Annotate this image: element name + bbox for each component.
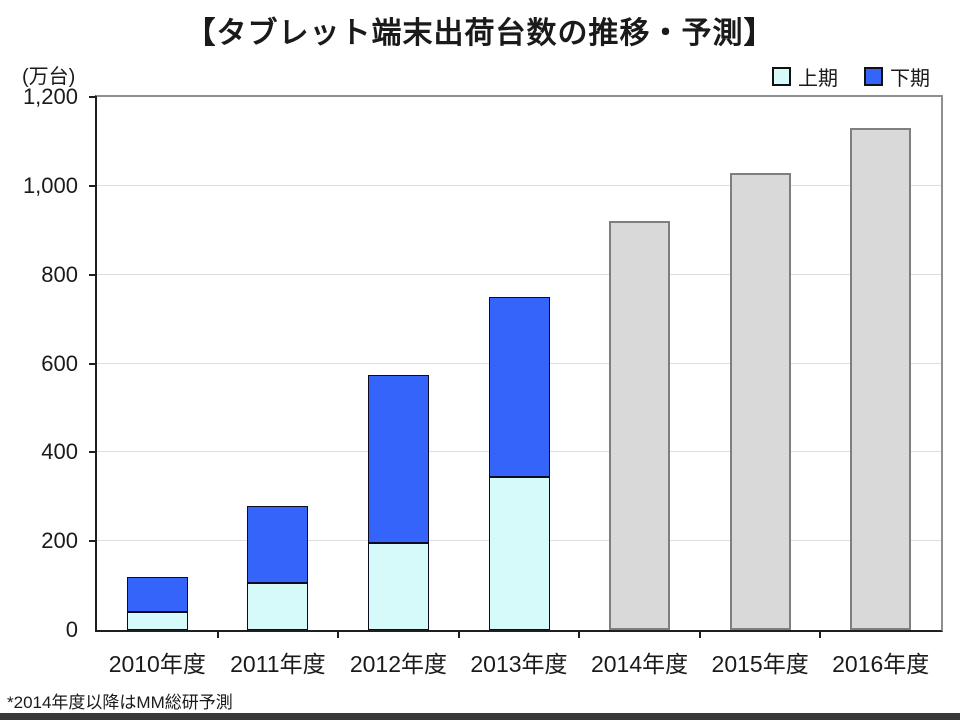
x-tick-label-2011年度: 2011年度 xyxy=(230,651,326,677)
forecast-bar-2015年度 xyxy=(729,172,791,630)
bar-segment-上期-2012年度 xyxy=(367,543,429,630)
y-axis-unit-label: (万台) xyxy=(22,66,76,88)
y-gridline-800 xyxy=(97,273,941,275)
bar-segment-下期-2010年度 xyxy=(126,576,188,613)
y-tick-label-1,000: 1,000 xyxy=(22,172,78,198)
bar-segment-下期-2011年度 xyxy=(247,505,309,584)
first-half-swatch-icon xyxy=(772,67,791,86)
x-tick-label-2016年度: 2016年度 xyxy=(832,651,930,677)
second-half-swatch-icon xyxy=(864,67,883,86)
legend-label-second-half: 下期 xyxy=(890,68,930,90)
x-tick-label-2014年度: 2014年度 xyxy=(590,651,689,677)
y-tick-label-600: 600 xyxy=(41,350,78,376)
bar-segment-上期-2013年度 xyxy=(488,476,550,630)
y-tick-label-0: 0 xyxy=(65,617,78,642)
forecast-bar-2014年度 xyxy=(609,221,671,630)
y-gridline-1000 xyxy=(97,184,941,186)
chart-legend: 上期 下期 xyxy=(772,62,930,91)
x-tick-label-2015年度: 2015年度 xyxy=(711,651,809,677)
y-tick-label-400: 400 xyxy=(41,439,78,465)
x-tick-label-2012年度: 2012年度 xyxy=(349,651,447,677)
bottom-border-bar xyxy=(0,713,960,720)
legend-item-second-half: 下期 xyxy=(864,62,930,91)
forecast-footnote: *2014年度以降はMM総研予測 xyxy=(7,693,233,712)
bar-segment-上期-2010年度 xyxy=(126,612,188,630)
forecast-bar-2016年度 xyxy=(850,128,912,630)
y-tick-label-200: 200 xyxy=(41,528,78,554)
chart-title: 【タブレット端末出荷台数の推移・予測】 xyxy=(185,17,775,50)
x-tick-label-2013年度: 2013年度 xyxy=(470,651,568,677)
y-tick-label-800: 800 xyxy=(41,261,78,287)
bar-segment-上期-2011年度 xyxy=(247,583,309,630)
plot-area xyxy=(97,97,941,630)
bar-segment-下期-2013年度 xyxy=(488,296,550,477)
legend-label-first-half: 上期 xyxy=(798,68,838,90)
x-tick-label-2010年度: 2010年度 xyxy=(108,651,206,677)
bar-segment-下期-2012年度 xyxy=(367,374,429,544)
legend-item-first-half: 上期 xyxy=(772,62,838,91)
